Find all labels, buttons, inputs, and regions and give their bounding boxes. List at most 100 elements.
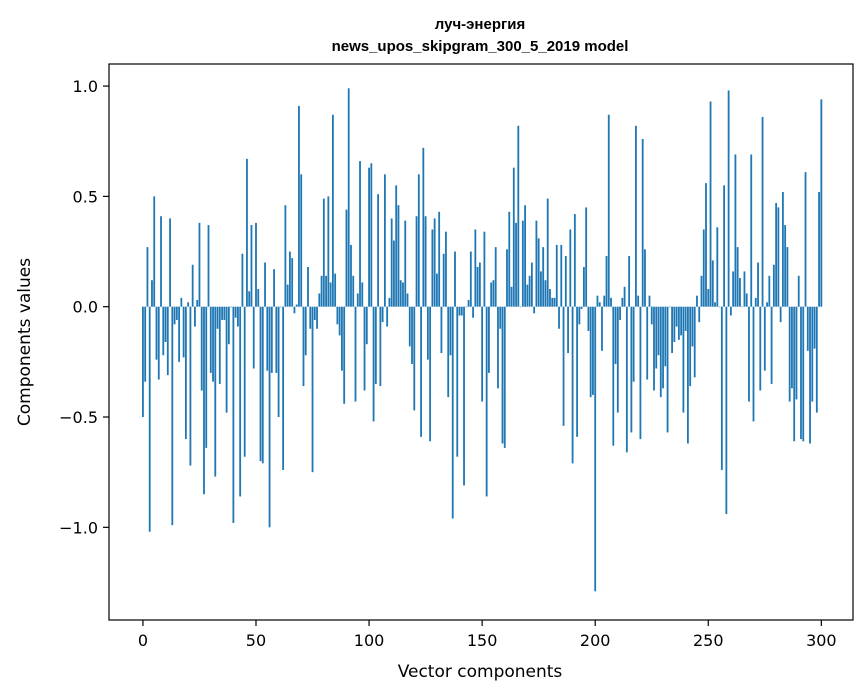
bar	[313, 306, 316, 320]
bar	[239, 306, 242, 497]
bar	[598, 302, 601, 307]
x-tick-label: 300	[806, 631, 837, 650]
bar	[791, 306, 793, 389]
bar	[359, 161, 361, 307]
bar	[711, 260, 714, 307]
bar	[508, 211, 511, 307]
bar	[225, 306, 228, 413]
bar	[445, 231, 447, 307]
bar	[562, 306, 565, 426]
bar	[775, 203, 778, 307]
bar	[300, 174, 303, 307]
bar	[503, 306, 506, 448]
y-axis-label: Components values	[15, 258, 35, 426]
bar	[594, 306, 597, 592]
y-tick-label: 0.0	[73, 298, 98, 317]
bar	[709, 101, 712, 307]
bar	[368, 167, 370, 307]
bar	[420, 306, 422, 437]
bar	[467, 300, 470, 307]
bar	[533, 306, 536, 314]
bar	[273, 269, 275, 307]
bar	[336, 306, 339, 325]
bar	[804, 172, 807, 307]
bar	[241, 253, 244, 307]
bar	[436, 273, 438, 307]
bar	[325, 275, 327, 307]
bar	[648, 295, 651, 307]
x-tick-label: 250	[693, 631, 724, 650]
bar	[766, 302, 768, 307]
bar	[429, 306, 432, 442]
y-tick-label: −0.5	[59, 408, 98, 427]
bar	[345, 209, 348, 307]
bar	[442, 253, 445, 307]
bar	[576, 306, 579, 437]
bar	[322, 198, 325, 307]
bar	[596, 295, 599, 307]
bar	[772, 264, 775, 307]
bar	[207, 225, 210, 307]
bar	[526, 284, 529, 307]
bar	[607, 114, 610, 307]
bar	[693, 306, 696, 378]
bar	[469, 251, 472, 307]
bar	[702, 229, 705, 307]
bar	[488, 306, 490, 373]
bar	[621, 297, 624, 307]
bar	[811, 306, 814, 402]
chart-subtitle: news_upos_skipgram_300_5_2019 model	[332, 38, 629, 55]
bar	[673, 306, 676, 342]
bar	[196, 300, 199, 307]
bar	[426, 306, 429, 360]
bar	[184, 306, 187, 440]
bar	[431, 229, 434, 307]
bar	[564, 255, 567, 307]
bar	[422, 147, 425, 307]
bar	[361, 282, 364, 307]
bar	[223, 306, 226, 320]
bar	[625, 306, 628, 453]
bar	[334, 273, 337, 307]
bar	[628, 255, 631, 307]
bar	[696, 295, 698, 307]
bar	[515, 222, 517, 307]
bar	[284, 205, 287, 307]
bar	[447, 306, 450, 398]
bar	[230, 306, 233, 308]
bar	[736, 247, 739, 307]
bar	[553, 297, 556, 307]
bar	[214, 306, 217, 477]
bar	[806, 306, 809, 351]
bar	[216, 306, 219, 329]
bar	[768, 275, 771, 307]
bar	[497, 306, 499, 389]
bar	[209, 306, 212, 373]
bar	[587, 306, 590, 331]
bar	[142, 306, 144, 418]
bar	[691, 306, 694, 347]
bar	[264, 262, 266, 307]
bar	[612, 306, 615, 446]
bar	[592, 306, 594, 395]
bar	[438, 211, 441, 307]
bar	[718, 306, 721, 308]
bar	[546, 198, 549, 307]
bar	[610, 297, 612, 307]
bar	[248, 291, 251, 307]
bar	[637, 295, 640, 307]
bar	[727, 90, 730, 307]
bar	[616, 306, 619, 413]
bar	[763, 306, 766, 371]
bar	[739, 278, 741, 307]
chart-title: луч-энергия	[435, 16, 525, 33]
bar	[521, 220, 524, 307]
bar	[623, 286, 626, 307]
bar	[472, 306, 474, 318]
bar	[684, 306, 687, 331]
bar	[675, 306, 678, 327]
bar	[585, 207, 588, 307]
bar	[397, 205, 400, 307]
bar	[451, 306, 454, 519]
bar	[316, 306, 318, 329]
